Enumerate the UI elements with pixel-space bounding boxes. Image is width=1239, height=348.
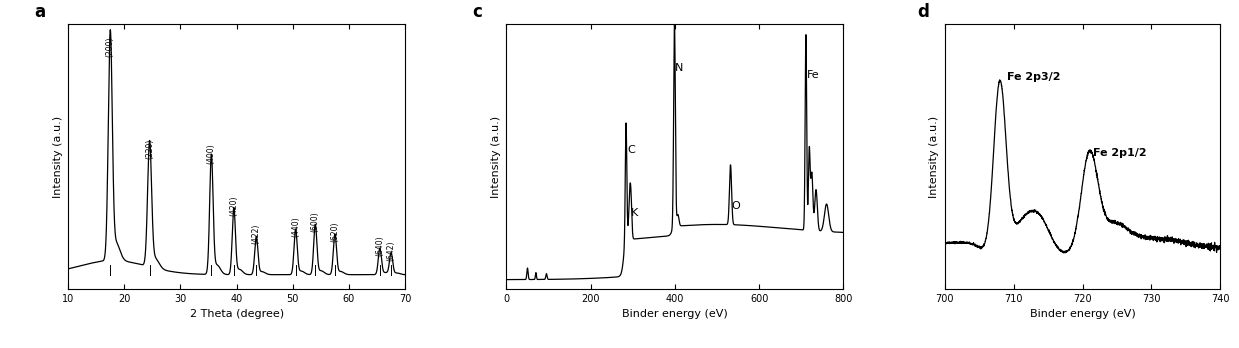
Text: (440): (440) — [291, 216, 300, 237]
Y-axis label: Intensity (a.u.): Intensity (a.u.) — [491, 116, 501, 198]
Y-axis label: Intensity (a.u.): Intensity (a.u.) — [52, 116, 63, 198]
Text: K: K — [631, 207, 638, 218]
Y-axis label: Intensity (a.u.): Intensity (a.u.) — [929, 116, 939, 198]
Text: c: c — [473, 3, 483, 21]
X-axis label: 2 Theta (degree): 2 Theta (degree) — [190, 309, 284, 319]
Text: (620): (620) — [331, 221, 339, 242]
Text: N: N — [675, 63, 684, 73]
Text: Fe 2p1/2: Fe 2p1/2 — [1093, 148, 1146, 158]
Text: Fe 2p3/2: Fe 2p3/2 — [1007, 72, 1061, 82]
Text: (400): (400) — [207, 143, 216, 164]
Text: (642): (642) — [387, 240, 395, 261]
Text: O: O — [731, 201, 740, 211]
Text: (640): (640) — [375, 235, 384, 256]
Text: (600): (600) — [311, 212, 320, 232]
X-axis label: Binder energy (eV): Binder energy (eV) — [1030, 309, 1135, 319]
Text: (420): (420) — [229, 195, 238, 216]
Text: C: C — [627, 145, 634, 156]
Text: d: d — [917, 3, 929, 21]
Text: (422): (422) — [252, 224, 260, 244]
Text: (220): (220) — [145, 139, 154, 159]
X-axis label: Binder energy (eV): Binder energy (eV) — [622, 309, 727, 319]
Text: Fe: Fe — [807, 70, 819, 80]
Text: (200): (200) — [105, 37, 115, 57]
Text: a: a — [35, 3, 46, 21]
